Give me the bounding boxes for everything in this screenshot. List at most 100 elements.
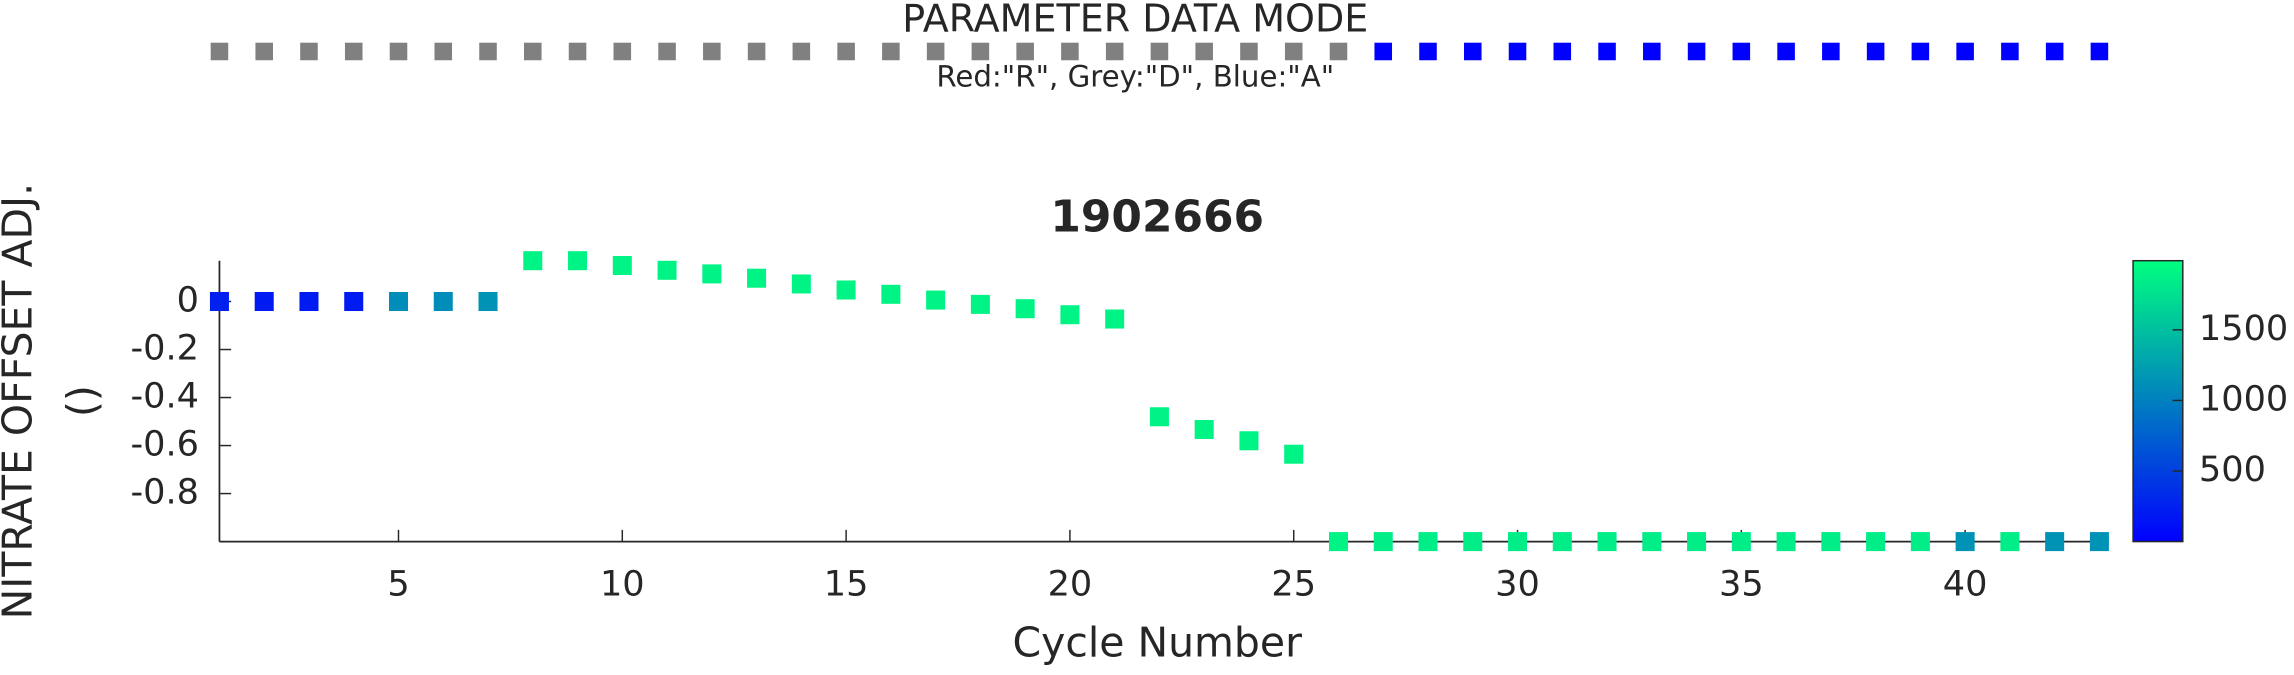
point (1910, 532, 1930, 552)
mode-marker (479, 42, 497, 61)
mode-marker (1463, 42, 1482, 61)
x-tick-label: 40 (1943, 563, 1988, 604)
point (433, 291, 453, 312)
point (2089, 532, 2109, 552)
mode-marker (1150, 42, 1169, 61)
point (657, 260, 677, 280)
mode-marker (1911, 42, 1930, 61)
point (926, 290, 946, 310)
y-tick-label: -0.4 (130, 376, 199, 417)
mode-title: PARAMETER DATA MODE (902, 0, 1368, 40)
point (1821, 532, 1841, 552)
mode-marker (1598, 42, 1616, 61)
point (881, 284, 901, 304)
mode-marker (1643, 42, 1661, 61)
point (1015, 299, 1035, 319)
mode-legend: Red:"R", Grey:"D", Blue:"A" (936, 59, 1334, 93)
mode-marker (2001, 42, 2019, 61)
mode-marker (1105, 42, 1124, 61)
mode-marker (926, 42, 945, 61)
point (478, 291, 498, 312)
point (1284, 444, 1304, 464)
point (388, 291, 409, 312)
point (1105, 309, 1125, 329)
mode-marker (1732, 42, 1751, 61)
point (2000, 532, 2020, 552)
point (1149, 407, 1169, 427)
point (299, 291, 319, 312)
point (1731, 532, 1751, 552)
mode-marker (389, 42, 408, 61)
colorbar-tick-label: 1500 (2199, 308, 2288, 349)
mode-marker (1687, 42, 1706, 61)
point (1418, 532, 1438, 552)
x-tick-label: 20 (1048, 563, 1093, 604)
x-tick-label: 5 (387, 563, 409, 604)
point (1687, 532, 1707, 552)
point (970, 294, 990, 314)
mode-marker (837, 42, 855, 61)
mode-marker (1374, 42, 1393, 61)
mode-marker (1329, 42, 1348, 61)
mode-marker (1508, 42, 1527, 61)
y-tick-label: 0 (177, 280, 199, 321)
point (612, 255, 632, 276)
point (1239, 431, 1259, 451)
y-tick-label: -0.8 (130, 472, 199, 513)
mode-marker (2090, 42, 2109, 61)
mode-marker (792, 42, 811, 61)
x-tick-label: 25 (1271, 563, 1316, 604)
point (2045, 532, 2065, 552)
mode-marker (1061, 42, 1079, 61)
colorbar-tick-label: 500 (2199, 449, 2266, 490)
mode-marker (1866, 42, 1885, 61)
mode-marker (613, 42, 632, 61)
mode-marker (1553, 42, 1572, 61)
point (1328, 532, 1348, 552)
point (836, 280, 856, 300)
colorbar-tick-label: 1000 (2199, 378, 2288, 419)
mode-marker (1240, 42, 1258, 61)
mode-marker (1777, 42, 1795, 61)
y-axis-label: () (58, 385, 106, 417)
point (1642, 532, 1662, 552)
y-tick-label: -0.2 (130, 328, 199, 369)
x-tick-label: 30 (1495, 563, 1540, 604)
point (1866, 532, 1886, 552)
mode-marker (971, 42, 990, 61)
x-axis-label: Cycle Number (1013, 618, 1303, 666)
x-tick-label: 35 (1719, 563, 1764, 604)
point (747, 268, 767, 288)
point (1463, 532, 1483, 552)
mode-marker (1016, 42, 1034, 61)
point (1508, 532, 1528, 552)
mode-marker (747, 42, 766, 61)
mode-marker (300, 42, 318, 61)
mode-marker (255, 42, 273, 61)
x-tick-label: 15 (824, 563, 869, 604)
point (1060, 305, 1080, 325)
point (1955, 532, 1975, 552)
point (254, 291, 274, 312)
x-tick-label: 10 (600, 563, 645, 604)
point (1194, 419, 1214, 439)
point (344, 291, 364, 312)
y-axis-label: NITRATE OFFSET ADJ. (0, 183, 41, 619)
mode-marker (1419, 42, 1437, 61)
mode-marker (434, 42, 453, 61)
mode-marker (210, 42, 229, 61)
mode-marker (524, 42, 542, 61)
mode-marker (1284, 42, 1303, 61)
mode-marker (568, 42, 587, 61)
point (523, 251, 543, 271)
chart-title: 1902666 (1050, 192, 1264, 243)
mode-marker (658, 42, 676, 61)
point (702, 264, 722, 284)
point (568, 251, 588, 271)
point (1776, 532, 1796, 552)
point (1552, 532, 1572, 552)
point (791, 274, 811, 294)
mode-marker (1195, 42, 1213, 61)
